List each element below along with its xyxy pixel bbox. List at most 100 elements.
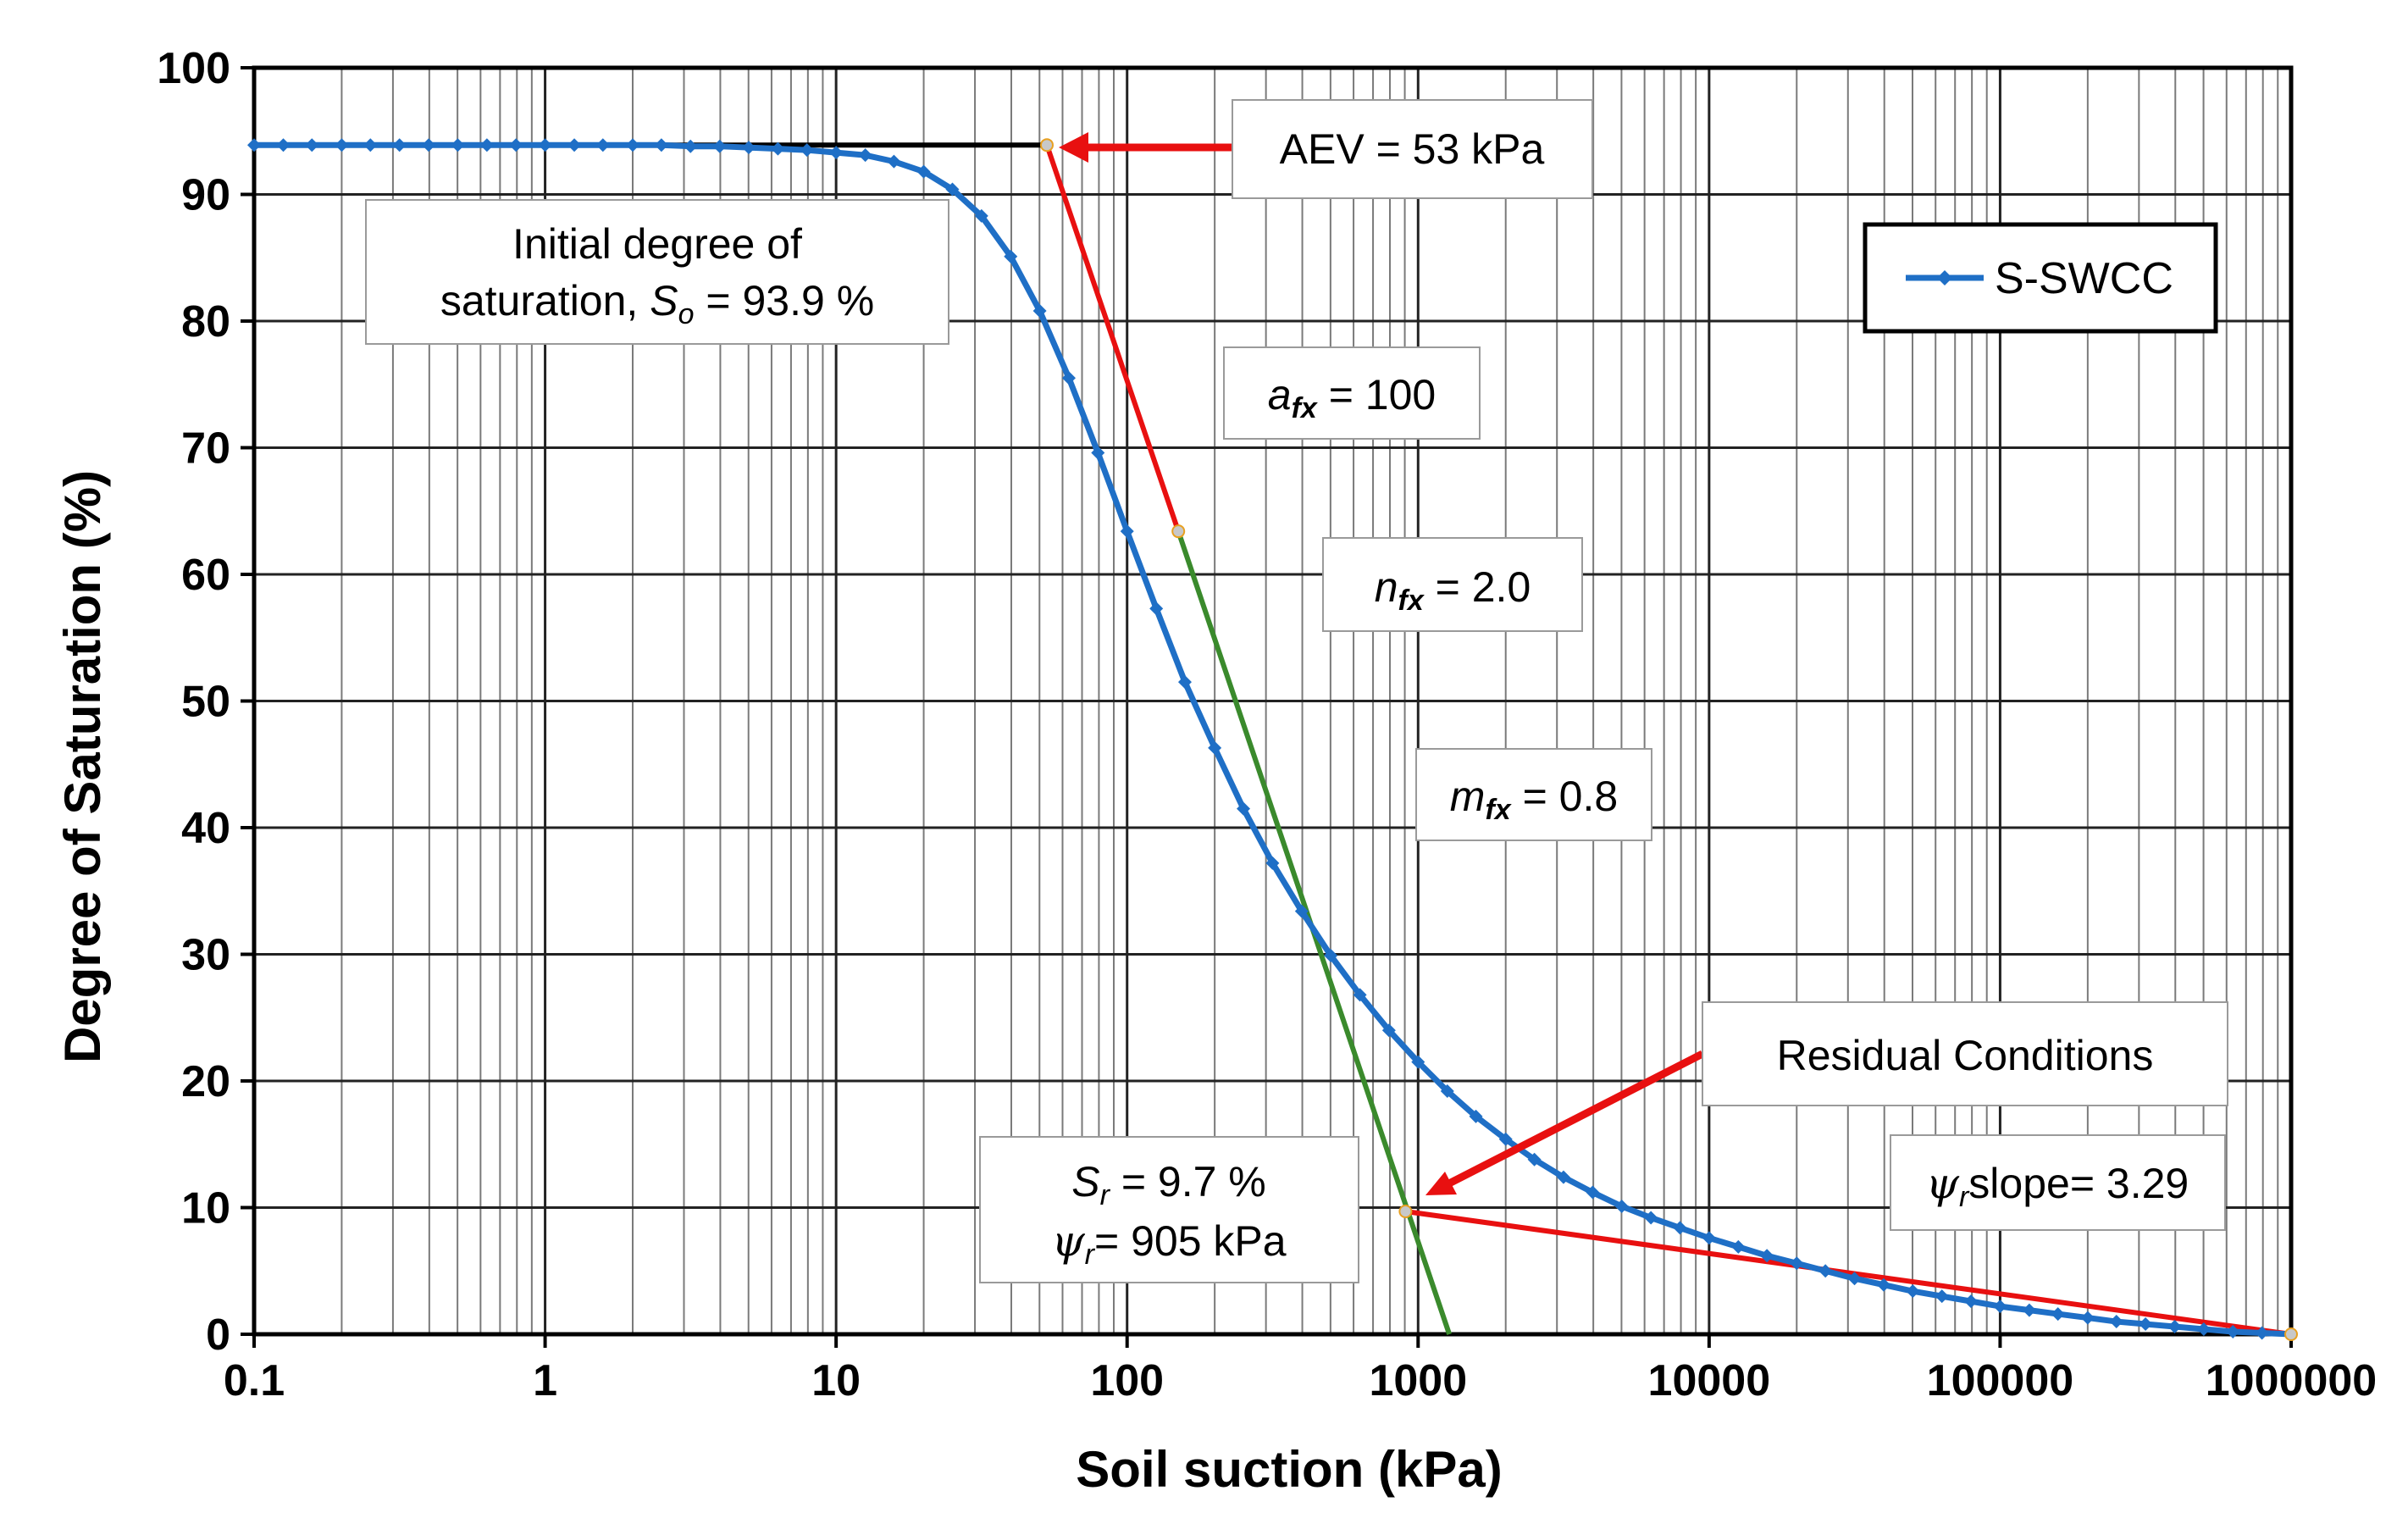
data-point [1469,1109,1483,1123]
legend-label: S-SWCC [1995,254,2173,303]
data-point [1847,1272,1862,1286]
data-point [945,182,960,197]
initial-saturation-annotation: Initial degree of saturation, So = 93.9 … [365,199,949,345]
legend-marker [1937,270,1952,285]
data-point [567,138,582,152]
x-tick-label: 100 [1090,1356,1164,1405]
data-point [305,138,319,152]
data-point [247,138,261,152]
data-point [538,138,552,152]
residual-arrow [1425,1050,1705,1195]
data-point [2109,1315,2123,1329]
initial-saturation-symbol: S [650,277,678,324]
data-point [1935,1289,1949,1304]
data-point [974,208,988,223]
x-tick-label: 0.1 [224,1356,285,1405]
data-point [1876,1277,1890,1292]
data-point [2255,1326,2269,1340]
data-point [916,164,931,179]
afx-annotation: afx = 100 [1223,346,1481,440]
initial-saturation-prefix: saturation, [440,277,650,324]
residual-line [1404,1209,2292,1337]
data-point [1177,675,1192,690]
data-point [654,138,668,152]
y-tick-label: 20 [181,1057,230,1106]
residual-values-annotation: Sr = 9.7 % ψr= 905 kPa [979,1136,1359,1283]
data-point [1381,1023,1396,1038]
aev-arrow [1059,132,1232,163]
data-point [1120,524,1134,539]
residual-suction-label: ψr= 905 kPa [1051,1216,1286,1271]
nfx-symbol: n [1375,563,1398,611]
mfx-subscript: fx [1485,794,1512,826]
data-point [2022,1303,2036,1317]
data-point [276,138,291,152]
data-point [1556,1170,1570,1184]
residual-conditions-annotation: Residual Conditions [1702,1001,2228,1106]
initial-saturation-line2: saturation, So = 93.9 % [440,277,874,330]
data-point [2080,1311,2095,1325]
slope-value: slope= 3.29 [1968,1160,2189,1207]
aev-box [1232,99,1593,199]
data-point [625,138,639,152]
data-point [595,138,610,152]
y-tick-label: 80 [181,297,230,346]
data-point [829,146,844,160]
psir-subscript: r [1085,1239,1096,1271]
residual-saturation-label: Sr = 9.7 % [1071,1158,1266,1211]
x-tick-label: 10 [811,1356,861,1405]
data-point [1644,1211,1658,1225]
nfx-value: = 2.0 [1424,563,1531,611]
y-tick-label: 10 [181,1184,230,1233]
initial-saturation-box [365,199,949,345]
data-point [1731,1239,1746,1254]
data-series [247,138,2298,1341]
y-tick-label: 60 [181,551,230,600]
slope-box [1890,1134,2226,1231]
sr-subscript: r [1100,1179,1111,1211]
aev-annotation: AEV = 53 kPa [1232,99,1593,199]
nfx-label: nfx = 2.0 [1375,563,1531,617]
data-point [1993,1300,2007,1314]
y-tick-label: 40 [181,804,230,853]
data-point [509,138,523,152]
mfx-box [1415,748,1652,841]
sr-symbol: S [1071,1158,1099,1205]
data-point [771,141,785,156]
data-point [335,138,349,152]
afx-box [1223,346,1481,440]
key-point-marker [2284,1327,2298,1341]
data-point [479,138,494,152]
key-point-marker [1039,138,1054,152]
y-tick-label: 0 [206,1311,230,1360]
x-tick-label: 100000 [1927,1356,2074,1405]
data-point [1032,304,1047,319]
legend: S-SWCC [1863,222,2218,334]
data-point [1062,371,1077,385]
plot-area-frame [252,65,2294,1337]
data-point [1208,740,1222,755]
slope-label: ψrslope= 3.29 [1926,1159,2189,1213]
key-point-marker [1171,524,1186,539]
data-point [422,138,436,152]
mfx-value: = 0.8 [1511,773,1619,820]
initial-saturation-subscript: o [678,298,695,330]
y-tick-label: 50 [181,678,230,727]
afx-value: = 100 [1317,371,1436,418]
y-tick-labels: 0 10 20 30 40 50 60 70 80 90 100 [157,44,230,1360]
data-point [1091,446,1105,460]
data-point [684,139,698,153]
data-point [2051,1307,2065,1322]
data-point [1614,1200,1629,1214]
data-point [1527,1152,1542,1167]
data-point [1353,988,1367,1002]
data-point [1964,1294,1979,1309]
sr-value: = 9.7 % [1110,1158,1266,1205]
residual-conditions-label: Residual Conditions [1777,1032,2154,1079]
x-tick-label: 1000 [1369,1356,1467,1405]
tangent-line [1044,144,1182,533]
data-point [2196,1322,2211,1337]
data-point [712,139,727,153]
data-point [392,138,407,152]
residual-values-box [979,1136,1359,1283]
